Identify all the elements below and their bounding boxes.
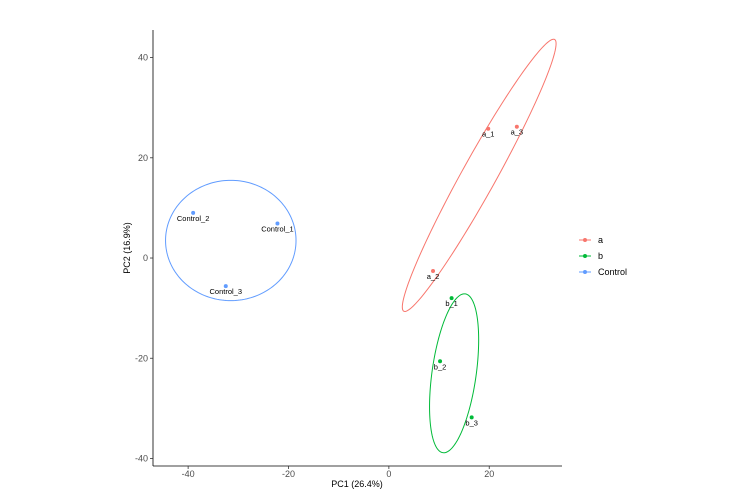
legend: ab Control [579,235,627,277]
ellipse-control [165,179,297,302]
ellipse-b [429,293,480,454]
point-label-control-2: Control_2 [177,214,210,223]
x-axis-title: PC1 (26.4%) [331,479,383,489]
legend-label-b: b [598,251,603,261]
point-label-control-1: Control_1 [261,224,294,233]
legend-label-control: Control [598,267,627,277]
point-b-2 [438,359,443,364]
point-control-3 [223,284,228,289]
y-tick-label: 40 [138,53,148,63]
y-tick-label: -40 [135,453,148,463]
legend-label-a: a [598,235,603,245]
y-axis-title: PC2 (16.9%) [122,222,132,274]
point-a-2 [431,269,436,274]
data-points: a_1 a_3 a_2 b_1 b_2 b_3 Control_1 Control_2 Cont… [177,124,524,427]
point-a-3 [514,124,519,129]
point-control-2 [191,210,196,215]
x-tick-label: 0 [386,469,391,479]
x-tick-label: -20 [282,469,295,479]
point-label-b-3: b_3 [465,418,478,427]
point-b-3 [469,415,474,420]
point-label-a-1: a_1 [482,130,495,139]
point-b-1 [449,296,454,301]
confidence-ellipses [165,38,557,454]
point-label-b-1: b_1 [445,299,458,308]
axes: -40 -20 0 20 -40 -20 0 20 40 [135,30,562,479]
x-tick-label: 20 [484,469,494,479]
ellipse-a [401,38,557,312]
point-a-1 [486,126,491,131]
point-control-1 [275,221,280,226]
x-tick-label: -40 [182,469,195,479]
legend-key-point-control [583,270,587,274]
point-label-a-3: a_3 [511,128,524,137]
point-label-a-2: a_2 [427,272,440,281]
y-tick-label: -20 [135,353,148,363]
point-label-control-3: Control_3 [210,287,243,296]
y-tick-label: 0 [143,253,148,263]
point-label-b-2: b_2 [434,362,447,371]
legend-key-point-b [583,254,587,258]
y-tick-label: 20 [138,153,148,163]
legend-key-point-a [583,238,587,242]
